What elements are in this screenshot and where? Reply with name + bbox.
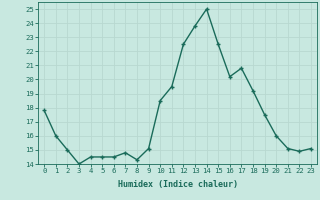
X-axis label: Humidex (Indice chaleur): Humidex (Indice chaleur) (118, 180, 238, 189)
